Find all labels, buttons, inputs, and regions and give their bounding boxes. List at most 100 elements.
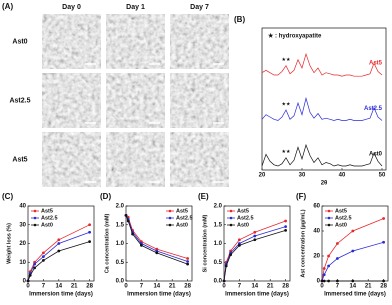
spectrum-line — [261, 96, 383, 121]
data-point — [33, 262, 36, 266]
x-tick-label: 40 — [339, 173, 346, 179]
data-point — [26, 279, 30, 283]
micrograph — [105, 13, 166, 70]
row-label: Ast2.5 — [9, 97, 30, 104]
data-point — [42, 258, 45, 262]
y-axis-label: Weight loss (%) — [6, 223, 12, 264]
data-point — [253, 238, 257, 242]
data-point — [327, 279, 330, 283]
x-tick-label: 21 — [267, 284, 274, 290]
y-tick-label: 0.5 — [214, 260, 223, 266]
x-tick-label: 28 — [282, 284, 289, 290]
legend-marker — [33, 216, 37, 220]
y-tick-label: 0.0 — [214, 279, 223, 285]
data-point — [57, 242, 61, 245]
x-tick-label: 0 — [222, 284, 226, 290]
y-tick-label: 60 — [313, 204, 320, 210]
data-point — [88, 230, 91, 234]
panel-label: (A) — [2, 2, 13, 11]
y-tick-label: 0 — [317, 279, 321, 285]
micrograph — [169, 131, 230, 188]
column-label: Day 1 — [126, 4, 145, 11]
x-axis-label: Immersion time (days) — [127, 292, 191, 298]
data-point — [284, 225, 287, 229]
data-point — [28, 273, 32, 277]
x-tick-label: 20 — [259, 173, 266, 179]
micrograph — [41, 13, 102, 70]
legend-label: Ast2.5 — [176, 215, 193, 221]
data-point — [126, 219, 130, 223]
x-tick-label: 14 — [251, 284, 258, 290]
micrograph — [105, 72, 166, 129]
y-tick-label: 0.0 — [116, 279, 125, 285]
data-point — [322, 273, 326, 277]
legend-label: Ast5 — [369, 61, 383, 67]
y-tick-label: 0.5 — [116, 260, 125, 266]
row-label: Ast0 — [12, 38, 27, 45]
data-point — [186, 262, 190, 266]
data-point — [238, 238, 241, 242]
x-tick-label: 0 — [320, 284, 324, 290]
x-tick-label: 50 — [379, 173, 386, 179]
series-line — [321, 241, 384, 282]
peak-marker: ★★ — [282, 149, 291, 155]
x-tick-label: 21 — [169, 284, 176, 290]
x-tick-label: 0 — [26, 284, 30, 290]
data-point — [351, 229, 355, 233]
data-point — [131, 232, 135, 236]
x-tick-label: 7 — [140, 284, 144, 290]
data-point — [253, 230, 257, 234]
panel-label: (E) — [198, 192, 209, 201]
x-tick-label: 21 — [71, 284, 78, 290]
data-point — [140, 243, 143, 247]
x-tick-label: 28 — [184, 284, 191, 290]
data-point — [155, 251, 159, 255]
y-tick-label: 1.0 — [116, 241, 125, 247]
data-point — [284, 228, 287, 232]
data-point — [57, 249, 61, 253]
legend-label: Ast0 — [335, 222, 347, 228]
legend-marker — [327, 209, 331, 213]
series-line — [223, 220, 286, 282]
x-tick-label: 30 — [299, 173, 306, 179]
y-tick-label: 2.0 — [116, 204, 125, 210]
data-point — [336, 279, 339, 283]
x-tick-label: 14 — [153, 284, 160, 290]
peak-marker: ★★ — [282, 101, 291, 107]
legend-marker — [168, 223, 172, 227]
data-point — [336, 257, 339, 260]
y-tick-label: 30 — [19, 222, 26, 228]
data-point — [186, 257, 190, 260]
data-point — [327, 254, 330, 258]
data-point — [124, 213, 128, 217]
y-axis-label: Ca concentration (mM) — [104, 214, 110, 274]
x-tick-label: 28 — [380, 284, 387, 290]
legend-label: Ast2.5 — [364, 106, 383, 112]
x-tick-label: 28 — [86, 284, 93, 290]
data-point — [238, 243, 241, 247]
plot-frame — [223, 205, 291, 282]
data-point — [42, 251, 45, 255]
spectrum-line — [261, 52, 383, 77]
x-tick-label: 7 — [336, 284, 340, 290]
data-point — [224, 264, 228, 268]
column-label: Day 0 — [62, 4, 81, 11]
data-point — [88, 223, 91, 227]
column-label: Day 7 — [190, 4, 209, 11]
data-point — [327, 264, 330, 268]
legend-label: Ast5 — [237, 208, 249, 214]
data-point — [186, 260, 190, 263]
legend-label: Ast2.5 — [41, 215, 58, 221]
legend-label: Ast0 — [176, 222, 188, 228]
y-tick-label: 1.5 — [116, 222, 125, 228]
legend-label: Ast0 — [369, 152, 383, 158]
row-label: Ast5 — [12, 156, 27, 163]
data-point — [42, 255, 45, 259]
data-point — [336, 242, 339, 245]
y-tick-label: 40 — [19, 204, 26, 210]
micrograph — [169, 72, 230, 129]
y-tick-label: 1.5 — [214, 222, 223, 228]
legend-label: Ast2.5 — [335, 215, 352, 221]
x-axis-label: Immersion time (days) — [29, 292, 93, 298]
y-tick-label: 40 — [313, 229, 320, 235]
